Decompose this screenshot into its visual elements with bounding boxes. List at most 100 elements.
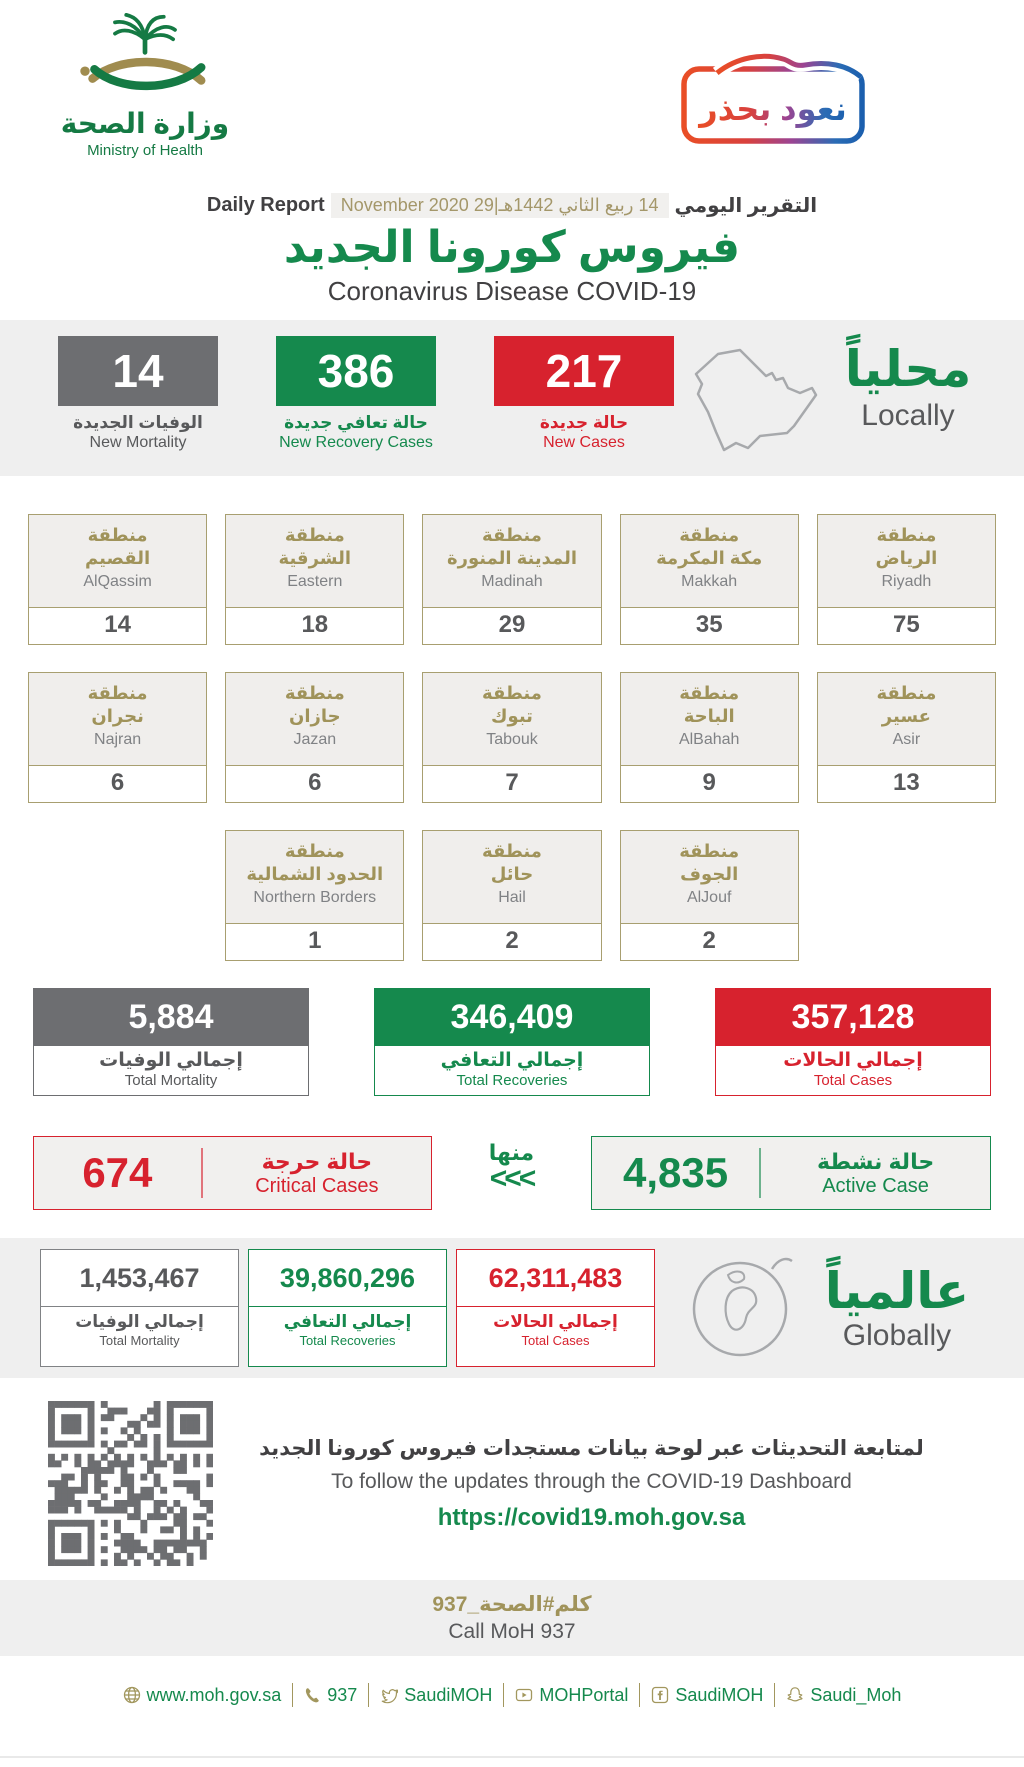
region-prefix: منطقة [679, 683, 740, 703]
region-value: 29 [498, 611, 526, 638]
region-prefix: منطقة [679, 841, 740, 861]
region-prefix: منطقة [87, 683, 148, 703]
region-name-ar: الباحة [683, 706, 735, 727]
call-moh-section: كلم#الصحة_937 Call MoH 937 [0, 1580, 1024, 1656]
region-value: 13 [893, 769, 920, 796]
region-name-ar: الجوف [680, 864, 739, 885]
footer-link-youtube[interactable]: MOHPortal [515, 1685, 628, 1706]
divider [457, 1306, 654, 1307]
region-card-jazan: منطقة جازان Jazan 6 [225, 672, 405, 803]
global-cases-label-en: Total Cases [521, 1333, 590, 1348]
footer-link-facebook[interactable]: SaudiMOH [651, 1685, 763, 1706]
footer-link-website[interactable]: www.moh.gov.sa [123, 1685, 281, 1706]
region-card-aljouf: منطقة الجوف AlJouf 2 [619, 830, 799, 961]
region-value: 35 [695, 611, 723, 638]
region-card-alqassim: منطقة القصيم AlQassim 14 [28, 514, 208, 645]
region-name-ar: تبوك [491, 706, 533, 727]
region-name-en: Madinah [481, 572, 543, 590]
total-mortality-value: 5,884 [33, 988, 309, 1046]
daily-report-label-ar: التقرير اليومي [674, 195, 818, 217]
footer-link-snapchat[interactable]: Saudi_Moh [786, 1685, 901, 1706]
region-prefix: منطقة [876, 683, 937, 703]
region-card-makkah: منطقة مكة المكرمة Makkah 35 [619, 514, 799, 645]
new-mortality-value: 14 [58, 336, 218, 406]
page-title-english: Coronavirus Disease COVID-19 [327, 276, 697, 306]
critical-cases-box: 674 حالة حرجة Critical Cases [33, 1136, 432, 1210]
divider [249, 1306, 446, 1307]
new-cases-stat: 217 حالة جديدة New Cases [494, 336, 674, 476]
total-recoveries-value: 346,409 [374, 988, 650, 1046]
new-mortality-stat: 14 الوفيات الجديدة New Mortality [58, 336, 218, 476]
globally-label: عالمياً Globally [794, 1263, 1000, 1353]
region-name-en: AlQassim [83, 572, 152, 590]
divider [503, 1683, 505, 1707]
footer-link-phone[interactable]: 937 [304, 1685, 357, 1706]
global-recoveries-box: 39,860,296 إجمالي التعافي Total Recoveri… [248, 1249, 447, 1367]
total-cases-box: 357,128 إجمالي الحالات Total Cases [715, 988, 991, 1096]
new-mortality-label-en: New Mortality [89, 434, 187, 451]
region-value: 9 [702, 769, 716, 796]
new-cases-value: 217 [494, 336, 674, 406]
active-cases-label-ar: حالة نشطة [816, 1148, 935, 1174]
divider [774, 1683, 776, 1707]
new-cases-label-en: New Cases [543, 434, 625, 451]
dashboard-url-link[interactable]: https://covid19.moh.gov.sa [437, 1503, 746, 1531]
region-value: 7 [505, 769, 519, 796]
region-card-hail: منطقة حائل Hail 2 [422, 830, 602, 961]
region-prefix: منطقة [482, 683, 542, 703]
region-value: 14 [104, 611, 131, 638]
region-card-najran: منطقة نجران Najran 6 [28, 672, 208, 803]
dashboard-text-en: To follow the updates through the COVID-… [331, 1469, 852, 1493]
region-prefix: منطقة [284, 525, 345, 545]
divider [292, 1683, 294, 1707]
of-which-indicator: منها <<< [432, 1140, 591, 1195]
footer-link-twitter[interactable]: SaudiMOH [380, 1685, 492, 1706]
footer-link-label: MOHPortal [539, 1684, 629, 1705]
region-name-en: AlJouf [686, 888, 732, 906]
total-mortality-label-ar: إجمالي الوفيات [99, 1050, 243, 1071]
chevrons-left-icon: <<< [489, 1162, 537, 1195]
total-mortality-box: 5,884 إجمالي الوفيات Total Mortality [33, 988, 309, 1096]
critical-cases-label-en: Critical Cases [255, 1174, 379, 1197]
global-recoveries-label-en: Total Recoveries [299, 1333, 396, 1348]
region-card-eastern: منطقة الشرقية Eastern 18 [225, 514, 405, 645]
new-mortality-label-ar: الوفيات الجديدة [73, 413, 203, 432]
global-cases-label-ar: إجمالي الحالات [493, 1312, 618, 1331]
footer-link-label: 937 [327, 1684, 358, 1705]
region-prefix: منطقة [284, 841, 345, 861]
region-name-ar: المدينة المنورة [446, 548, 578, 569]
new-recovery-label-ar: حالة تعافي جديدة [284, 413, 428, 432]
total-recoveries-box: 346,409 إجمالي التعافي Total Recoveries [374, 988, 650, 1096]
globally-label-en: Globally [842, 1318, 952, 1352]
locally-label-en: Locally [861, 399, 955, 432]
region-name-en: Riyadh [881, 572, 932, 590]
active-cases-box: 4,835 حالة نشطة Active Case [591, 1136, 991, 1210]
footer-links: www.moh.gov.sa 937 SaudiMOH [0, 1683, 1024, 1707]
region-card-madinah: منطقة المدينة المنورة Madinah 29 [422, 514, 602, 645]
globe-icon [123, 1686, 141, 1704]
region-value: 1 [308, 927, 322, 954]
region-value: 6 [110, 769, 125, 796]
critical-active-row: 674 حالة حرجة Critical Cases منها <<< 4,… [33, 1136, 991, 1210]
region-prefix: منطقة [876, 525, 937, 545]
region-value: 2 [505, 927, 519, 954]
region-prefix: منطقة [87, 525, 148, 545]
divider [759, 1148, 762, 1198]
region-name-ar: الرياض [875, 548, 938, 569]
region-name-ar: عسير [881, 706, 931, 727]
global-mortality-label-en: Total Mortality [99, 1333, 180, 1348]
total-recoveries-label-ar: إجمالي التعافي [440, 1050, 584, 1071]
global-mortality-label-ar: إجمالي الوفيات [75, 1312, 204, 1331]
region-prefix: منطقة [284, 683, 345, 703]
call-moh-en: Call MoH 937 [448, 1620, 576, 1643]
divider [639, 1683, 641, 1707]
moh-logo-icon [70, 13, 220, 110]
region-card-riyadh: منطقة الرياض Riyadh 75 [816, 514, 996, 645]
new-recovery-stat: 386 حالة تعافي جديدة New Recovery Cases [276, 336, 436, 476]
global-cases-value: 62,311,483 [488, 1262, 623, 1293]
footer-link-label: SaudiMOH [404, 1684, 493, 1705]
twitter-icon [380, 1686, 399, 1704]
region-name-en: Hail [498, 888, 526, 906]
return-with-caution-badge: نعود بحذر [677, 48, 869, 153]
total-cases-label-en: Total Cases [813, 1072, 893, 1089]
